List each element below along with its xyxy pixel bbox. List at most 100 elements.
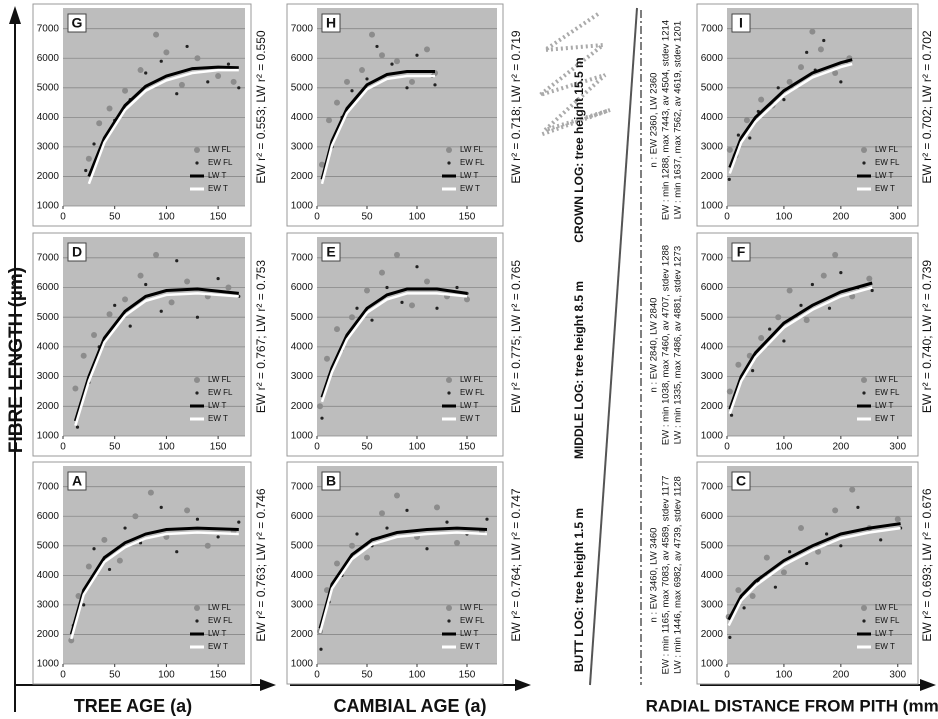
legend-label: EW FL [208, 616, 233, 625]
trend-line [318, 531, 488, 634]
y-tick-label: 1000 [37, 201, 60, 212]
data-point [326, 117, 332, 124]
data-point [798, 525, 804, 532]
legend-label: EW T [875, 642, 895, 651]
data-point [735, 587, 742, 594]
data-point [184, 278, 191, 285]
data-point [735, 361, 742, 368]
data-point [163, 49, 170, 56]
data-point [773, 585, 777, 589]
trend-line [727, 526, 901, 627]
data-point [364, 554, 370, 561]
log-stats: LW : min 1446, max 6982, av 4739, stdev … [673, 476, 684, 674]
legend-label: EW FL [460, 388, 485, 397]
data-point [849, 486, 856, 493]
log-stats: n : EW 3460, LW 3460 [649, 528, 660, 623]
data-point [405, 86, 409, 90]
trend-line [320, 287, 468, 398]
y-tick-label: 5000 [291, 312, 314, 323]
y-tick-label: 2000 [701, 629, 724, 640]
legend-label: LW T [460, 629, 478, 638]
data-point [425, 547, 429, 551]
legend-marker [447, 619, 451, 623]
data-point [786, 287, 793, 294]
y-tick-label: 5000 [37, 82, 60, 93]
data-point [485, 517, 489, 521]
plot-data [726, 251, 874, 417]
data-point [324, 355, 330, 362]
r-squared-annotation: EW r² = 0.764; LW r² = 0.747 [509, 488, 523, 641]
data-point [106, 105, 113, 112]
x-tick-label: 50 [361, 442, 373, 453]
r-squared-annotation: EW r² = 0.553; LW r² = 0.550 [254, 30, 268, 183]
legend-label: LW T [875, 629, 893, 638]
y-tick-label: 4000 [701, 112, 724, 123]
x-tick-label: 0 [314, 442, 320, 453]
y-tick-label: 2000 [701, 171, 724, 182]
legend-label: LW FL [208, 375, 232, 384]
data-point [72, 385, 79, 392]
y-tick-label: 5000 [701, 312, 724, 323]
data-point [206, 80, 210, 84]
x-tick-label: 150 [210, 442, 227, 453]
panel-letter-box [67, 13, 87, 33]
trend-line [318, 526, 488, 629]
panel-letter-box [731, 242, 751, 262]
x-tick-label: 100 [158, 670, 175, 681]
data-point [96, 120, 103, 127]
y-tick-label: 4000 [291, 112, 314, 123]
data-point [726, 388, 733, 395]
panel-letter: C [736, 473, 746, 489]
data-point [365, 77, 369, 81]
y-tick-label: 6000 [701, 282, 724, 293]
legend-marker [194, 147, 200, 153]
data-point [820, 272, 827, 279]
legend-label: LW T [208, 171, 226, 180]
data-point [805, 561, 809, 566]
data-point [839, 271, 843, 275]
y-arrow-head [9, 6, 21, 24]
log-stats: LW : min 1637, max 7562, av 4619, stdev … [673, 21, 684, 219]
trend-line [87, 65, 239, 177]
data-point [375, 44, 379, 49]
y-tick-label: 7000 [37, 481, 60, 492]
y-tick-label: 2000 [291, 401, 314, 412]
legend-label: EW T [208, 414, 228, 423]
x-axis-label: RADIAL DISTANCE FROM PITH (mm) [646, 696, 938, 715]
data-point [334, 560, 340, 567]
trend-line [87, 68, 239, 185]
x-tick-label: 0 [60, 670, 66, 681]
x-tick-label: 300 [889, 442, 906, 453]
data-point [809, 28, 816, 35]
data-point [106, 311, 113, 318]
data-point [237, 86, 241, 90]
data-point [317, 403, 323, 410]
legend-label: EW T [208, 184, 228, 193]
y-tick-label: 6000 [701, 511, 724, 522]
data-point [132, 513, 139, 520]
panel-letter: I [739, 15, 743, 31]
y-tick-label: 5000 [701, 82, 724, 93]
data-point [803, 317, 810, 324]
data-point [379, 269, 385, 276]
data-point [782, 339, 786, 343]
data-point [768, 327, 772, 331]
data-point [839, 544, 843, 548]
r-squared-annotation: EW r² = 0.693; LW r² = 0.676 [920, 488, 934, 641]
y-tick-label: 5000 [291, 82, 314, 93]
data-point [122, 87, 129, 94]
x-tick-label: 200 [833, 442, 850, 453]
trend-line [728, 286, 873, 415]
x-tick-label: 50 [109, 212, 121, 223]
log-label: MIDDLE LOG: tree height 8.5 m [572, 281, 586, 459]
x-tick-label: 100 [776, 670, 793, 681]
y-tick-label: 6000 [291, 53, 314, 64]
plot-data [84, 31, 241, 185]
data-point [805, 50, 809, 54]
data-point [409, 78, 415, 85]
x-tick-label: 0 [60, 442, 66, 453]
plot-data [317, 492, 489, 651]
panel-letter-box [321, 471, 341, 491]
trend-line [73, 287, 239, 422]
panel-letter: H [326, 15, 336, 31]
